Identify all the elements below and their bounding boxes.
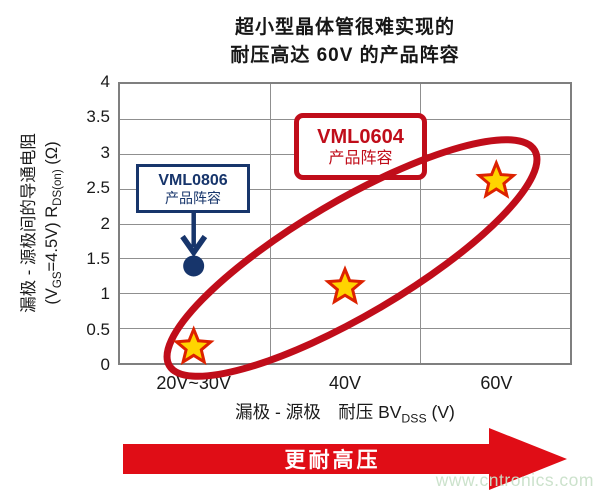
title-line-2: 耐压高达 60V 的产品阵容 [230, 45, 460, 66]
vml0806-label-box: VML0806 产品阵容 [136, 164, 250, 213]
title-line-1: 超小型晶体管很难实现的 [234, 17, 455, 38]
y-tick-label: 3.5 [86, 107, 110, 127]
gridline-horizontal [120, 258, 570, 260]
y-tick-label: 3 [100, 142, 110, 162]
vml0604-product-name: VML0604 [317, 125, 404, 148]
y-axis-title: 漏极 - 源极间的导通电阻 (VGS=4.5V) RDS(on) (Ω) [18, 53, 70, 393]
y-tick-label: 2.5 [86, 178, 110, 198]
page-title: 超小型晶体管很难实现的 耐压高达 60V 的产品阵容 [100, 14, 590, 70]
vml0604-lineup-label: 产品阵容 [328, 149, 393, 167]
vml0806-product-name: VML0806 [158, 171, 228, 189]
x-tick-label: 40V [328, 373, 362, 393]
vml0604-label-box: VML0604 产品阵容 [294, 113, 427, 180]
y-tick-label: 2 [100, 213, 110, 233]
gridline-horizontal [120, 328, 570, 330]
y-tick-label: 4 [100, 72, 110, 91]
gridline-horizontal [120, 223, 570, 225]
y-tick-label: 0 [100, 355, 110, 374]
vml0806-lineup-label: 产品阵容 [165, 189, 221, 206]
y-tick-label: 1.5 [86, 248, 110, 268]
y-tick-label: 1 [100, 284, 110, 304]
gridline-horizontal [120, 293, 570, 295]
x-tick-label: 60V [480, 373, 513, 393]
y-axis-title-line-1: 漏极 - 源极间的导通电阻 [19, 133, 38, 313]
more-voltage-arrow: 更耐高压 [123, 444, 490, 474]
y-axis-title-line-2: (VGS=4.5V) RDS(on) (Ω) [42, 141, 65, 305]
more-voltage-arrow-label: 更耐高压 [284, 449, 381, 472]
x-axis-title: 漏极 - 源极 耐压 BVDSS (V) [235, 402, 455, 426]
watermark: www.cntronics.com [435, 470, 594, 490]
gridline-vertical [270, 84, 271, 363]
x-tick-label: 20V~30V [156, 373, 231, 393]
y-tick-label: 0.5 [86, 319, 110, 339]
more-voltage-arrow-head-icon [489, 428, 567, 490]
